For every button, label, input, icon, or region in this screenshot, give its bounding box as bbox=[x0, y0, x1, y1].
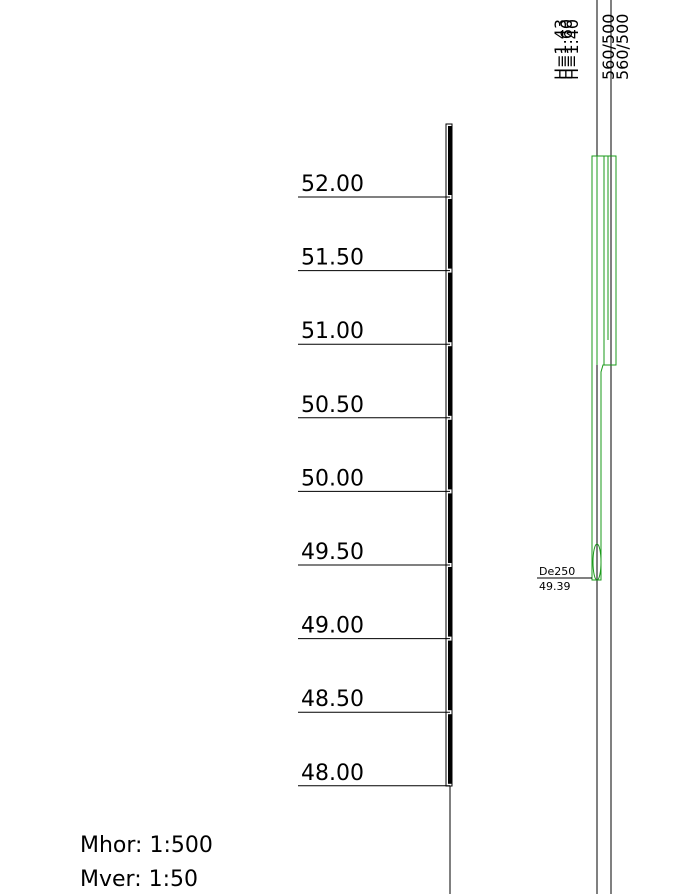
elevation-label: 48.00 bbox=[301, 761, 364, 786]
top-label: H=1.43 bbox=[551, 19, 570, 80]
scale-segment bbox=[448, 419, 452, 490]
top-label: 560/500 bbox=[613, 14, 632, 80]
top-label: H=1.40 bbox=[563, 19, 582, 80]
pipe-diameter: De250 bbox=[539, 565, 575, 578]
elevation-label: 52.00 bbox=[301, 172, 364, 197]
scale-segment bbox=[448, 346, 452, 416]
scale-segment bbox=[448, 714, 452, 784]
top-label: 560/500 bbox=[599, 14, 618, 80]
horizontal-scale: Mhor: 1:500 bbox=[80, 833, 213, 858]
scale-segment bbox=[448, 199, 452, 269]
manhole bbox=[591, 155, 617, 581]
elevation-label: 49.50 bbox=[301, 540, 364, 565]
elevation-label: 50.50 bbox=[301, 393, 364, 418]
elevation-label: 50.00 bbox=[301, 466, 364, 491]
elevation-label: 48.50 bbox=[301, 687, 364, 712]
scale-segment bbox=[448, 272, 452, 343]
pipe-invert: 49.39 bbox=[539, 580, 571, 593]
scale-segment bbox=[448, 493, 452, 563]
pipe-section bbox=[592, 543, 602, 581]
scale-segment bbox=[448, 640, 452, 711]
elevation-label: 49.00 bbox=[301, 614, 364, 639]
scale-segment bbox=[448, 567, 452, 637]
vertical-scale: Mver: 1:50 bbox=[80, 867, 198, 892]
top-label: H=1.60 bbox=[557, 19, 576, 80]
elevation-label: 51.00 bbox=[301, 319, 364, 344]
elevation-label: 51.50 bbox=[301, 246, 364, 271]
scale-segment bbox=[448, 126, 452, 195]
